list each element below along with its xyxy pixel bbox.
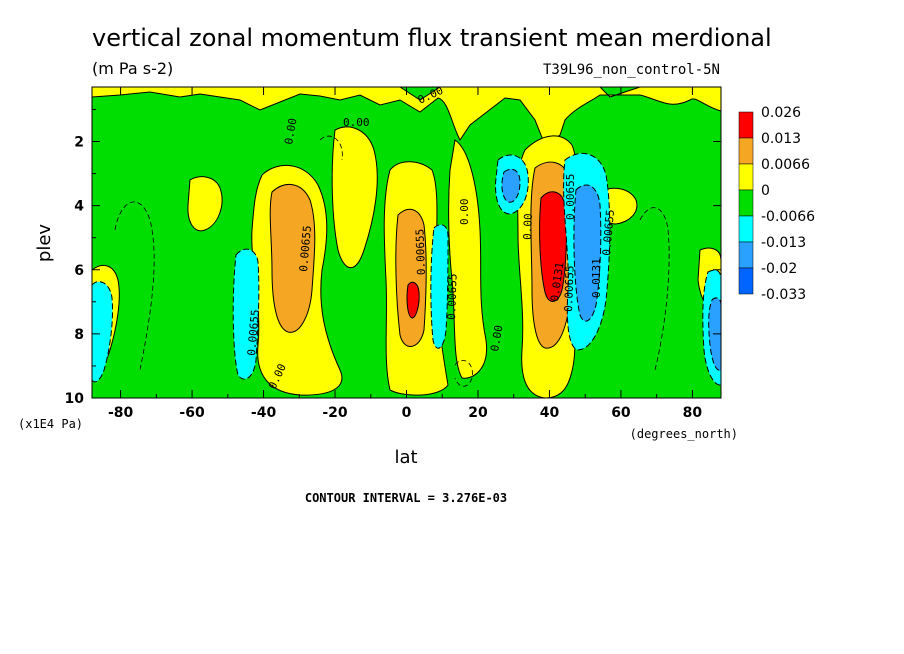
colorbar-label: -0.02 <box>761 261 797 277</box>
colorbar-label: 0.013 <box>761 131 801 147</box>
cyan-region-south-edge <box>92 281 113 383</box>
colorbar-label: -0.0066 <box>761 209 815 225</box>
x-tick-label: 80 <box>683 405 703 421</box>
x-tick-label: 60 <box>611 405 631 421</box>
x-axis-label: lat <box>394 447 417 468</box>
x-tick-label: -80 <box>108 405 134 421</box>
contour-label: 0.00 <box>488 324 505 352</box>
y-tick-label: 2 <box>74 135 84 151</box>
contour-line <box>114 201 155 371</box>
cyan-region-45s <box>232 248 260 380</box>
colorbar-swatch <box>738 215 754 243</box>
contour-label: 0.00655 <box>564 174 577 220</box>
y-tick-label: 4 <box>74 199 84 215</box>
contour-interval: CONTOUR INTERVAL = 3.276E-03 <box>305 491 507 505</box>
colorbar-label: -0.033 <box>761 287 806 303</box>
colorbar-label: 0 <box>761 183 770 199</box>
contour-line <box>454 360 473 387</box>
contour-label: 0.00 <box>521 213 535 240</box>
contour-line <box>639 207 670 371</box>
colorbar-label: 0.0066 <box>761 157 810 173</box>
x-tick-label: 40 <box>540 405 560 421</box>
contour-label: 0.0131 <box>548 261 566 302</box>
blue-region-30n <box>501 168 521 203</box>
upper-positive-band <box>92 87 721 146</box>
contour-label: 0.00655 <box>245 309 262 356</box>
contour-field <box>92 87 721 398</box>
chart-units: (m Pa s-2) <box>92 59 173 78</box>
x-axis-units: (degrees_north) <box>630 427 738 441</box>
colorbar: 0.026 0.013 0.0066 0 -0.0066 -0.013 -0.02 -0.03… <box>738 105 815 303</box>
y-axis-label: plev <box>34 224 55 263</box>
cyan-region-10n <box>430 224 449 349</box>
red-region-north <box>539 191 567 302</box>
contour-label: 0.00655 <box>413 229 428 276</box>
y-tick-label: 6 <box>74 263 84 279</box>
positive-region-60s <box>187 176 223 232</box>
contour-label: 0.00655 <box>445 273 460 320</box>
colorbar-swatch <box>738 189 754 217</box>
colorbar-label: -0.013 <box>761 235 806 251</box>
contour-label: 0.00 <box>282 117 299 145</box>
chart-title: vertical zonal momentum flux transient m… <box>92 24 772 52</box>
orange-region-equator <box>395 208 427 347</box>
x-axis: -80 -60 -40 -20 0 20 40 60 80 <box>108 87 702 421</box>
y-tick-label: 8 <box>74 327 84 343</box>
y-axis: 2 4 6 8 10 <box>65 108 721 407</box>
colorbar-swatch <box>738 111 754 139</box>
run-name: T39L96_non_control-5N <box>543 62 720 78</box>
positive-region-20s <box>331 126 378 269</box>
colorbar-swatch <box>738 267 754 295</box>
contour-label: 0.00655 <box>562 265 577 312</box>
contour-label: 0.0131 <box>590 258 603 298</box>
positive-region-15n <box>448 139 488 379</box>
blue-region-50n <box>573 184 602 322</box>
contour-label: 0.00 <box>458 199 471 226</box>
colorbar-swatch <box>738 163 754 191</box>
x-tick-label: -20 <box>322 405 348 421</box>
x-tick-label: 20 <box>468 405 488 421</box>
colorbar-swatch <box>738 241 754 269</box>
colorbar-label: 0.026 <box>761 105 801 121</box>
positive-strong-regions <box>406 191 567 319</box>
contour-line <box>319 135 343 161</box>
orange-region-south <box>269 184 316 333</box>
y-axis-units: (x1E4 Pa) <box>18 417 83 431</box>
x-tick-label: 0 <box>402 405 412 421</box>
contour-label: 0.00655 <box>600 209 617 256</box>
colorbar-swatch <box>738 137 754 165</box>
weak-negative-contours <box>114 135 670 387</box>
contour-label: 0.00 <box>343 116 370 129</box>
y-tick-label: 10 <box>65 391 85 407</box>
red-region-equator <box>406 281 420 319</box>
x-tick-label: -40 <box>251 405 277 421</box>
x-tick-label: -60 <box>179 405 205 421</box>
contour-label: 0.00655 <box>297 225 314 272</box>
